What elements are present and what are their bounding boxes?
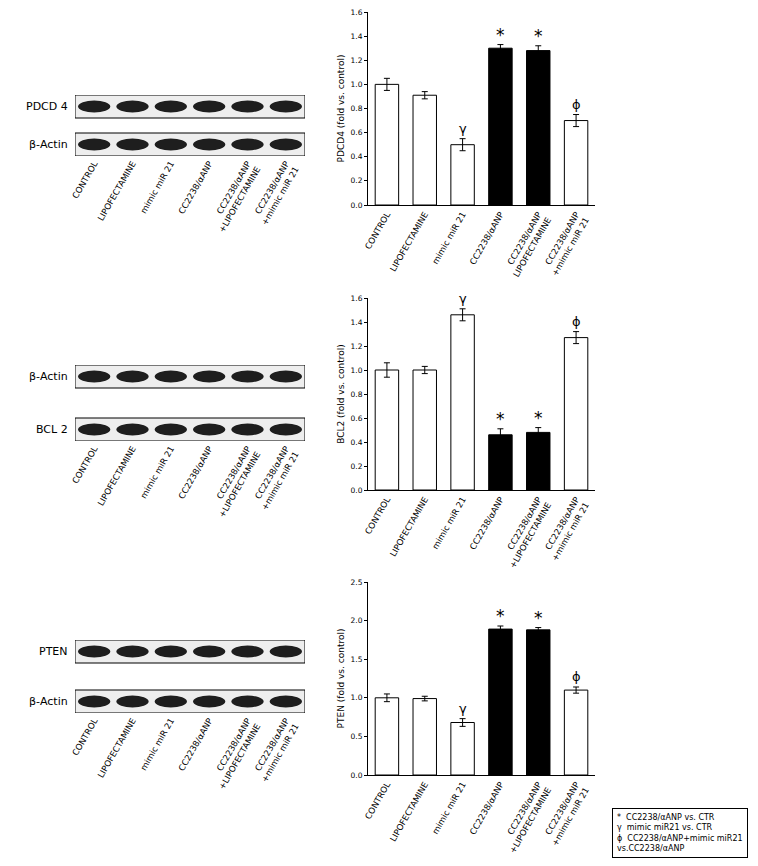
svg-text:0.0: 0.0 <box>351 771 363 780</box>
svg-text:0.0: 0.0 <box>351 486 363 495</box>
svg-text:CC2238/αANP: CC2238/αANP <box>468 495 506 551</box>
svg-text:ϕ: ϕ <box>572 97 581 112</box>
svg-text:0.8: 0.8 <box>351 390 363 399</box>
svg-text:CC2238/αANP+LIPOFECTAMINE: CC2238/αANP+LIPOFECTAMINE <box>207 444 262 519</box>
svg-text:mimic miR 21: mimic miR 21 <box>138 716 176 772</box>
svg-text:CC2238/αANP+mimic miR 21: CC2238/αANP+mimic miR 21 <box>250 159 301 227</box>
svg-text:CONTROL: CONTROL <box>70 716 100 757</box>
svg-text:1.4: 1.4 <box>351 318 363 327</box>
svg-text:CC2238/αANP: CC2238/αANP <box>176 444 214 500</box>
svg-text:mimic miR 21: mimic miR 21 <box>430 780 468 836</box>
svg-text:LIPOFECTAMINE: LIPOFECTAMINE <box>388 210 430 273</box>
svg-text:CC2238/αANP: CC2238/αANP <box>468 210 506 266</box>
svg-text:PDCD4 (fold vs. control): PDCD4 (fold vs. control) <box>336 55 346 163</box>
svg-text:1.0: 1.0 <box>351 80 363 89</box>
svg-text:CC2238/αANP: CC2238/αANP <box>176 716 214 772</box>
svg-text:LIPOFECTAMINE: LIPOFECTAMINE <box>96 159 138 222</box>
svg-text:0.8: 0.8 <box>351 104 363 113</box>
svg-text:CONTROL: CONTROL <box>70 444 100 485</box>
svg-text:γ: γ <box>459 291 467 306</box>
svg-text:1.0: 1.0 <box>351 693 363 702</box>
svg-text:0.6: 0.6 <box>351 414 363 423</box>
svg-text:LIPOFECTAMINE: LIPOFECTAMINE <box>388 495 430 558</box>
svg-text:CONTROL: CONTROL <box>363 495 393 536</box>
svg-text:0.4: 0.4 <box>351 438 363 447</box>
svg-text:2.0: 2.0 <box>351 616 363 625</box>
svg-text:1.4: 1.4 <box>351 32 363 41</box>
svg-text:* CC2238/αANP vs. CTRγ mimic: * CC2238/αANP vs. CTRγ mimic miR21 vs. C… <box>617 813 743 853</box>
svg-text:β-Actin: β-Actin <box>29 370 68 383</box>
svg-text:CC2238/αANP+mimic miR 21: CC2238/αANP+mimic miR 21 <box>250 716 301 784</box>
svg-text:0.6: 0.6 <box>351 128 363 137</box>
svg-text:*: * <box>496 25 505 45</box>
svg-text:CC2238/αANP+mimic miR 21: CC2238/αANP+mimic miR 21 <box>540 780 591 848</box>
svg-text:CC2238/αANP: CC2238/αANP <box>468 780 506 836</box>
svg-text:*: * <box>496 606 505 626</box>
svg-text:γ: γ <box>459 121 467 136</box>
svg-text:2.5: 2.5 <box>351 578 363 587</box>
svg-text:CC2238/αANP+mimic miR 21: CC2238/αANP+mimic miR 21 <box>250 444 301 512</box>
svg-text:0.2: 0.2 <box>351 462 363 471</box>
svg-text:mimic miR 21: mimic miR 21 <box>430 495 468 551</box>
svg-text:*: * <box>534 408 543 428</box>
svg-text:CC2238/αANP+LIPOFECTAMINE: CC2238/αANP+LIPOFECTAMINE <box>498 780 553 855</box>
svg-text:1.6: 1.6 <box>351 294 363 303</box>
svg-text:LIPOFECTAMINE: LIPOFECTAMINE <box>388 780 430 843</box>
svg-text:PTEN (fold vs. control): PTEN (fold vs. control) <box>336 629 346 729</box>
svg-text:γ: γ <box>459 701 467 716</box>
svg-text:CC2238/αANP+mimic miR 21: CC2238/αANP+mimic miR 21 <box>540 495 591 563</box>
svg-text:mimic miR 21: mimic miR 21 <box>430 210 468 266</box>
svg-text:mimic miR 21: mimic miR 21 <box>138 159 176 215</box>
svg-text:β-Actin: β-Actin <box>29 138 68 151</box>
svg-text:0.2: 0.2 <box>351 176 363 185</box>
svg-text:CC2238/αANP: CC2238/αANP <box>176 159 214 215</box>
svg-text:*: * <box>496 409 505 429</box>
svg-text:0.5: 0.5 <box>351 732 363 741</box>
svg-text:CC2238/αANP+LIPOFECTAMINE: CC2238/αANP+LIPOFECTAMINE <box>207 716 262 791</box>
svg-text:BCL 2: BCL 2 <box>36 423 68 436</box>
svg-text:CC2238/αANP+mimic miR 21: CC2238/αANP+mimic miR 21 <box>540 210 591 278</box>
svg-text:CC2238/αANP+LIPOFECTAMINE: CC2238/αANP+LIPOFECTAMINE <box>498 495 553 570</box>
svg-text:LIPOFECTAMINE: LIPOFECTAMINE <box>96 444 138 507</box>
svg-text:ϕ: ϕ <box>572 669 581 684</box>
svg-text:0.4: 0.4 <box>351 152 363 161</box>
svg-text:mimic miR 21: mimic miR 21 <box>138 444 176 500</box>
svg-text:BCL2 (fold vs. control): BCL2 (fold vs. control) <box>336 344 346 444</box>
svg-text:CC2238/αANP+LIPOFECTAMINE: CC2238/αANP+LIPOFECTAMINE <box>207 159 262 234</box>
svg-text:LIPOFECTAMINE: LIPOFECTAMINE <box>96 716 138 779</box>
svg-text:1.2: 1.2 <box>351 56 363 65</box>
svg-text:PDCD 4: PDCD 4 <box>26 100 68 113</box>
svg-text:PTEN: PTEN <box>39 645 68 658</box>
svg-text:1.5: 1.5 <box>351 655 363 664</box>
svg-text:*: * <box>534 608 543 628</box>
svg-text:*: * <box>534 26 543 46</box>
svg-text:0.0: 0.0 <box>351 201 363 210</box>
svg-text:1.2: 1.2 <box>351 342 363 351</box>
svg-text:CONTROL: CONTROL <box>363 210 393 251</box>
svg-text:1.0: 1.0 <box>351 366 363 375</box>
svg-text:1.6: 1.6 <box>351 8 363 17</box>
svg-text:ϕ: ϕ <box>572 314 581 329</box>
svg-text:CONTROL: CONTROL <box>70 159 100 200</box>
svg-text:CONTROL: CONTROL <box>363 780 393 821</box>
svg-text:β-Actin: β-Actin <box>29 695 68 708</box>
svg-text:CC2238/αANPLIPOFECTAMINE: CC2238/αANPLIPOFECTAMINE <box>501 210 553 279</box>
